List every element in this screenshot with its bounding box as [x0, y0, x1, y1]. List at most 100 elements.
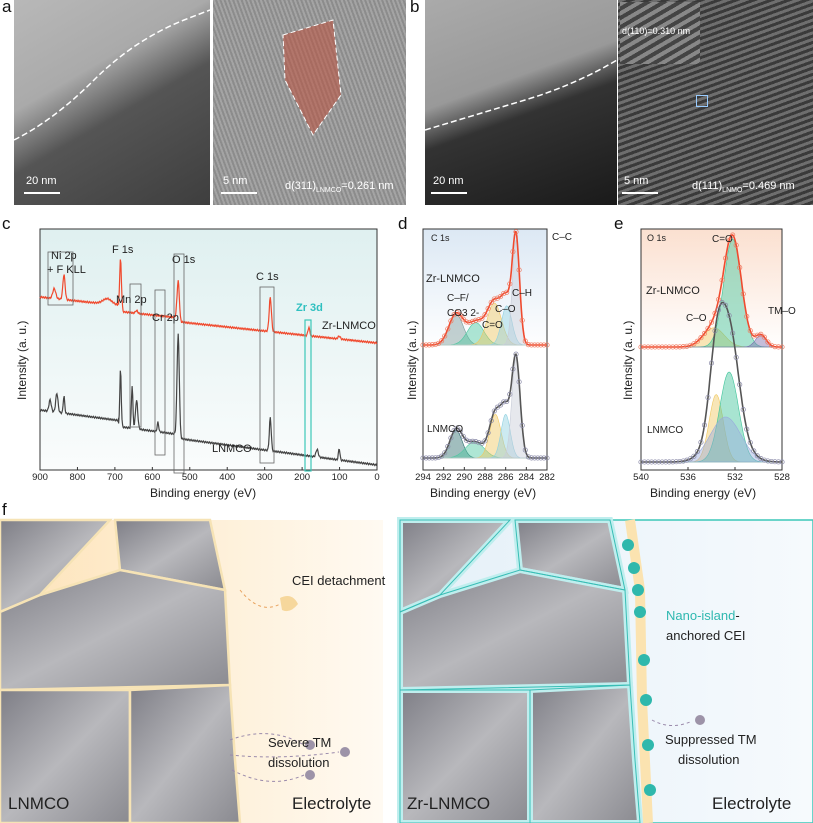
- x-tick-label: 292: [436, 472, 452, 483]
- peak-region-box: [47, 251, 74, 306]
- data-point: [445, 326, 451, 332]
- x-tick-label: 600: [144, 472, 160, 483]
- x-tick-label: 284: [518, 472, 534, 483]
- data-point: [649, 459, 655, 465]
- data-point: [435, 454, 442, 461]
- peak-label-fkll: + F KLL: [47, 264, 86, 276]
- data-point: [758, 331, 764, 337]
- data-point: [538, 455, 544, 461]
- data-point: [726, 313, 732, 319]
- hyphen: -: [735, 608, 740, 623]
- data-point: [423, 342, 429, 348]
- data-point: [708, 360, 715, 366]
- panel-label-b: b: [410, 0, 420, 16]
- data-point: [701, 422, 708, 428]
- nano-island-line: Nano-island-: [666, 608, 740, 624]
- data-point: [473, 439, 479, 445]
- tm-dissolution-label-2: dissolution: [268, 755, 330, 770]
- data-point: [684, 343, 690, 349]
- tem-image-a-low: 20 nm: [14, 0, 210, 205]
- data-point: [541, 455, 547, 461]
- x-tick-label: 540: [633, 472, 649, 483]
- data-point: [673, 459, 679, 465]
- data-point: [420, 455, 426, 461]
- data-point: [751, 333, 757, 339]
- data-point: [494, 295, 500, 301]
- data-point: [491, 296, 497, 302]
- nano-island: [628, 562, 640, 574]
- suppressed-tm-label-2: dissolution: [678, 752, 740, 767]
- data-point: [726, 237, 732, 244]
- data-point: [442, 450, 448, 456]
- data-point: [694, 449, 700, 455]
- nano-island: [634, 606, 646, 618]
- x-tick-label: 300: [257, 472, 273, 483]
- spectrum-zr-lnmco: [39, 259, 378, 345]
- data-point: [544, 342, 550, 348]
- data-point: [532, 455, 538, 461]
- data-point: [451, 428, 457, 434]
- data-point: [497, 402, 504, 408]
- data-point: [684, 457, 690, 463]
- peak-region-box-zr: [304, 319, 312, 472]
- data-point: [666, 459, 672, 465]
- data-point: [691, 453, 697, 459]
- detached-cei-fragment: [280, 596, 298, 612]
- series-label-zr-lnmco: Zr-LNMCO: [322, 320, 376, 332]
- comp-label-c-o: C–O: [495, 304, 516, 315]
- data-point: [457, 428, 463, 434]
- comp-label-tm-o: TM–O: [768, 306, 796, 317]
- data-point: [701, 330, 708, 336]
- peak-region-box: [259, 286, 275, 464]
- plot-area-d: [422, 228, 548, 471]
- data-point: [426, 342, 432, 348]
- data-point: [740, 407, 746, 413]
- series-label-d1: Zr-LNMCO: [426, 273, 480, 285]
- data-point: [708, 319, 715, 325]
- data-point: [525, 342, 531, 348]
- scale-label: 20 nm: [433, 175, 464, 187]
- x-tick-label: 0: [374, 472, 379, 483]
- data-point: [476, 317, 482, 323]
- x-tick-label: 290: [456, 472, 472, 483]
- data-point: [754, 453, 760, 459]
- x-axis-label-c: Binding energy (eV): [150, 486, 257, 500]
- cathode-grain: [0, 688, 132, 823]
- data-point: [473, 317, 479, 323]
- data-point: [466, 319, 473, 326]
- data-point: [432, 455, 438, 461]
- data-point: [470, 318, 476, 324]
- data-point: [733, 242, 739, 248]
- data-point: [522, 447, 528, 453]
- data-point: [656, 459, 662, 465]
- data-point: [485, 430, 491, 436]
- x-tick-label: 532: [727, 472, 743, 483]
- data-point: [715, 297, 722, 303]
- data-point: [761, 457, 767, 463]
- peak-label-c: C 1s: [256, 271, 279, 283]
- data-point: [737, 382, 743, 388]
- data-point: [528, 455, 535, 461]
- y-axis-label-c: Intensity (a. u.): [15, 320, 29, 400]
- data-point: [751, 448, 757, 454]
- spectrum-lnmco: [423, 353, 547, 459]
- data-point: [426, 455, 432, 461]
- data-point: [479, 440, 485, 446]
- d-spacing-value: =0.469 nm: [742, 180, 795, 192]
- cathode-grain: [527, 681, 644, 823]
- tm-ion: [305, 740, 315, 750]
- scale-bar: [24, 192, 60, 194]
- nano-island: [640, 694, 652, 706]
- tm-ion: [695, 715, 705, 725]
- data-point: [488, 299, 494, 305]
- data-point: [507, 281, 513, 287]
- data-point: [463, 319, 469, 325]
- x-tick-label: 536: [680, 472, 696, 483]
- spectrum-title-d: C 1s: [431, 233, 450, 243]
- scale-label: 5 nm: [223, 175, 248, 187]
- data-point: [513, 229, 519, 235]
- data-point: [744, 426, 750, 432]
- data-point: [445, 443, 451, 449]
